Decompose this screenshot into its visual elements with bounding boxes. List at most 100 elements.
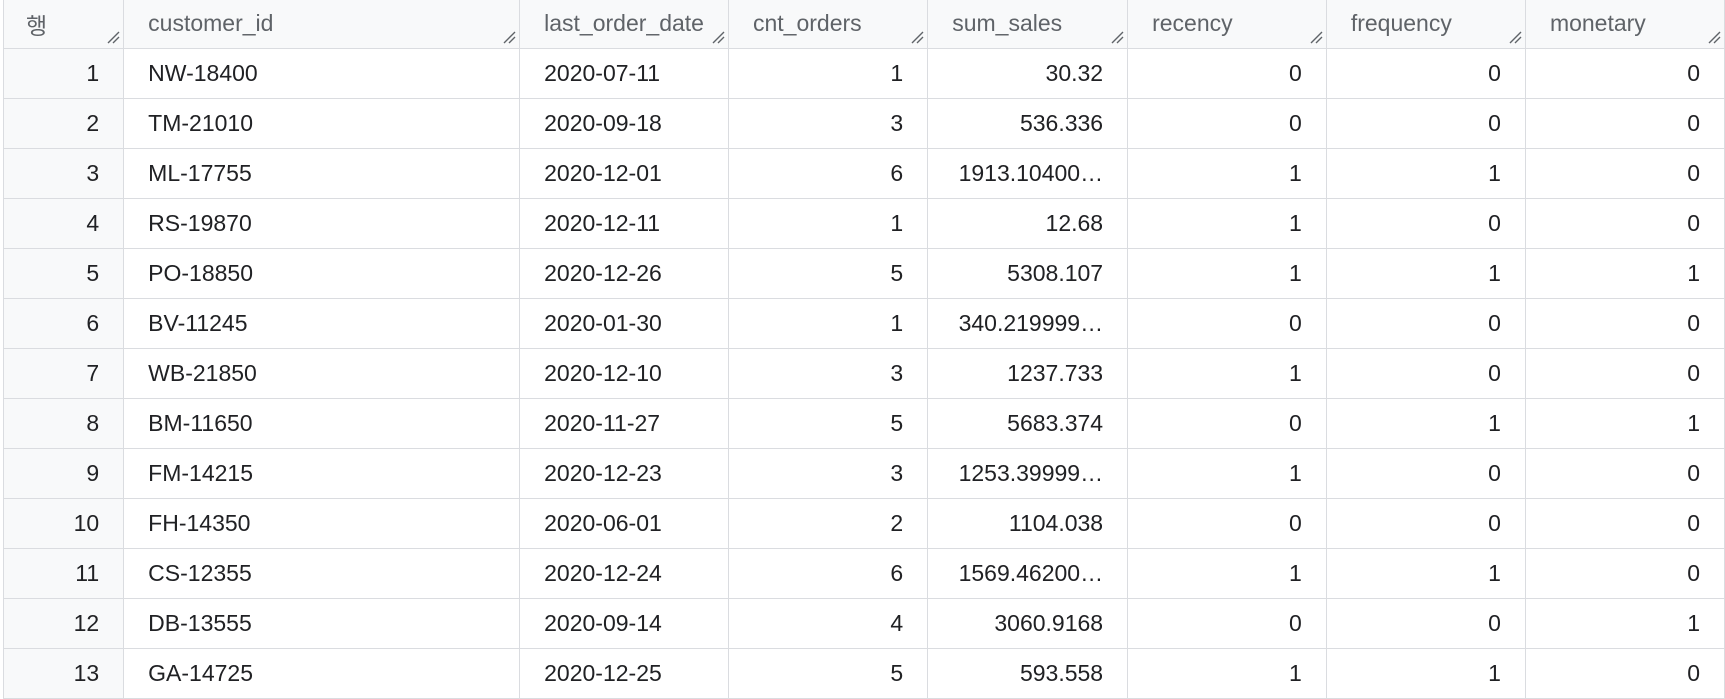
cell-customer-id[interactable]: WB-21850 bbox=[123, 347, 521, 399]
cell-cnt-orders[interactable]: 1 bbox=[727, 297, 929, 349]
cell-customer-id[interactable]: NW-18400 bbox=[123, 47, 521, 99]
cell-sum-sales[interactable]: 12.68 bbox=[927, 197, 1129, 249]
cell-recency[interactable]: 1 bbox=[1127, 447, 1327, 499]
cell-cnt-orders[interactable]: 6 bbox=[727, 547, 929, 599]
column-header-customer-id[interactable]: customer_id bbox=[123, 0, 521, 49]
resize-handle-icon[interactable] bbox=[1508, 30, 1522, 44]
cell-frequency[interactable]: 0 bbox=[1325, 197, 1526, 249]
cell-last-order-date[interactable]: 2020-12-01 bbox=[519, 147, 729, 199]
column-header-frequency[interactable]: frequency bbox=[1325, 0, 1526, 49]
cell-frequency[interactable]: 1 bbox=[1325, 547, 1526, 599]
cell-sum-sales[interactable]: 1253.39999… bbox=[927, 447, 1129, 499]
cell-last-order-date[interactable]: 2020-01-30 bbox=[519, 297, 729, 349]
cell-recency[interactable]: 1 bbox=[1127, 547, 1327, 599]
resize-handle-icon[interactable] bbox=[1707, 30, 1721, 44]
cell-sum-sales[interactable]: 1237.733 bbox=[927, 347, 1129, 399]
cell-recency[interactable]: 1 bbox=[1127, 247, 1327, 299]
table-row[interactable]: 7 WB-21850 2020-12-10 3 1237.733 1 0 0 bbox=[2, 347, 1725, 399]
cell-sum-sales[interactable]: 30.32 bbox=[927, 47, 1129, 99]
cell-customer-id[interactable]: DB-13555 bbox=[123, 597, 521, 649]
row-number-cell[interactable]: 9 bbox=[2, 447, 125, 499]
cell-recency[interactable]: 0 bbox=[1127, 497, 1327, 549]
resize-handle-icon[interactable] bbox=[106, 30, 120, 44]
table-row[interactable]: 9 FM-14215 2020-12-23 3 1253.39999… 1 0 0 bbox=[2, 447, 1725, 499]
cell-recency[interactable]: 0 bbox=[1127, 47, 1327, 99]
row-number-cell[interactable]: 4 bbox=[2, 197, 125, 249]
cell-cnt-orders[interactable]: 3 bbox=[727, 447, 929, 499]
cell-last-order-date[interactable]: 2020-12-10 bbox=[519, 347, 729, 399]
row-number-cell[interactable]: 2 bbox=[2, 97, 125, 149]
cell-monetary[interactable]: 0 bbox=[1524, 97, 1725, 149]
cell-last-order-date[interactable]: 2020-12-25 bbox=[519, 647, 729, 699]
resize-handle-icon[interactable] bbox=[711, 30, 725, 44]
cell-last-order-date[interactable]: 2020-11-27 bbox=[519, 397, 729, 449]
cell-cnt-orders[interactable]: 2 bbox=[727, 497, 929, 549]
cell-recency[interactable]: 0 bbox=[1127, 397, 1327, 449]
cell-last-order-date[interactable]: 2020-09-18 bbox=[519, 97, 729, 149]
cell-customer-id[interactable]: FH-14350 bbox=[123, 497, 521, 549]
row-number-cell[interactable]: 12 bbox=[2, 597, 125, 649]
table-row[interactable]: 5 PO-18850 2020-12-26 5 5308.107 1 1 1 bbox=[2, 247, 1725, 299]
resize-handle-icon[interactable] bbox=[910, 30, 924, 44]
table-row[interactable]: 4 RS-19870 2020-12-11 1 12.68 1 0 0 bbox=[2, 197, 1725, 249]
cell-recency[interactable]: 1 bbox=[1127, 347, 1327, 399]
column-header-recency[interactable]: recency bbox=[1127, 0, 1327, 49]
cell-customer-id[interactable]: ML-17755 bbox=[123, 147, 521, 199]
cell-recency[interactable]: 1 bbox=[1127, 197, 1327, 249]
table-row[interactable]: 3 ML-17755 2020-12-01 6 1913.10400… 1 1 0 bbox=[2, 147, 1725, 199]
cell-frequency[interactable]: 0 bbox=[1325, 447, 1526, 499]
cell-frequency[interactable]: 0 bbox=[1325, 97, 1526, 149]
cell-frequency[interactable]: 0 bbox=[1325, 597, 1526, 649]
cell-monetary[interactable]: 1 bbox=[1524, 397, 1725, 449]
cell-cnt-orders[interactable]: 3 bbox=[727, 347, 929, 399]
cell-monetary[interactable]: 0 bbox=[1524, 447, 1725, 499]
cell-recency[interactable]: 0 bbox=[1127, 297, 1327, 349]
cell-monetary[interactable]: 0 bbox=[1524, 347, 1725, 399]
cell-cnt-orders[interactable]: 4 bbox=[727, 597, 929, 649]
cell-sum-sales[interactable]: 1569.46200… bbox=[927, 547, 1129, 599]
cell-recency[interactable]: 1 bbox=[1127, 147, 1327, 199]
cell-cnt-orders[interactable]: 1 bbox=[727, 197, 929, 249]
resize-handle-icon[interactable] bbox=[502, 30, 516, 44]
table-row[interactable]: 13 GA-14725 2020-12-25 5 593.558 1 1 0 bbox=[2, 647, 1725, 699]
cell-sum-sales[interactable]: 593.558 bbox=[927, 647, 1129, 699]
cell-monetary[interactable]: 0 bbox=[1524, 47, 1725, 99]
cell-monetary[interactable]: 0 bbox=[1524, 147, 1725, 199]
cell-monetary[interactable]: 0 bbox=[1524, 297, 1725, 349]
cell-sum-sales[interactable]: 1913.10400… bbox=[927, 147, 1129, 199]
cell-customer-id[interactable]: GA-14725 bbox=[123, 647, 521, 699]
cell-customer-id[interactable]: CS-12355 bbox=[123, 547, 521, 599]
cell-cnt-orders[interactable]: 5 bbox=[727, 647, 929, 699]
column-header-last-order-date[interactable]: last_order_date bbox=[519, 0, 729, 49]
row-number-cell[interactable]: 8 bbox=[2, 397, 125, 449]
column-header-monetary[interactable]: monetary bbox=[1524, 0, 1725, 49]
cell-monetary[interactable]: 0 bbox=[1524, 647, 1725, 699]
cell-frequency[interactable]: 1 bbox=[1325, 147, 1526, 199]
cell-customer-id[interactable]: RS-19870 bbox=[123, 197, 521, 249]
cell-frequency[interactable]: 1 bbox=[1325, 397, 1526, 449]
table-row[interactable]: 1 NW-18400 2020-07-11 1 30.32 0 0 0 bbox=[2, 47, 1725, 99]
row-number-cell[interactable]: 13 bbox=[2, 647, 125, 699]
row-number-cell[interactable]: 5 bbox=[2, 247, 125, 299]
column-header-sum-sales[interactable]: sum_sales bbox=[927, 0, 1129, 49]
cell-sum-sales[interactable]: 340.219999… bbox=[927, 297, 1129, 349]
row-number-cell[interactable]: 3 bbox=[2, 147, 125, 199]
column-header-cnt-orders[interactable]: cnt_orders bbox=[727, 0, 929, 49]
cell-monetary[interactable]: 0 bbox=[1524, 547, 1725, 599]
cell-recency[interactable]: 0 bbox=[1127, 97, 1327, 149]
table-row[interactable]: 11 CS-12355 2020-12-24 6 1569.46200… 1 1 0 bbox=[2, 547, 1725, 599]
cell-last-order-date[interactable]: 2020-12-24 bbox=[519, 547, 729, 599]
table-row[interactable]: 12 DB-13555 2020-09-14 4 3060.9168 0 0 1 bbox=[2, 597, 1725, 649]
cell-sum-sales[interactable]: 536.336 bbox=[927, 97, 1129, 149]
row-number-cell[interactable]: 6 bbox=[2, 297, 125, 349]
cell-cnt-orders[interactable]: 5 bbox=[727, 247, 929, 299]
cell-sum-sales[interactable]: 1104.038 bbox=[927, 497, 1129, 549]
resize-handle-icon[interactable] bbox=[1110, 30, 1124, 44]
cell-monetary[interactable]: 0 bbox=[1524, 197, 1725, 249]
cell-sum-sales[interactable]: 5308.107 bbox=[927, 247, 1129, 299]
cell-customer-id[interactable]: PO-18850 bbox=[123, 247, 521, 299]
cell-sum-sales[interactable]: 5683.374 bbox=[927, 397, 1129, 449]
cell-last-order-date[interactable]: 2020-09-14 bbox=[519, 597, 729, 649]
row-number-cell[interactable]: 11 bbox=[2, 547, 125, 599]
cell-frequency[interactable]: 0 bbox=[1325, 47, 1526, 99]
